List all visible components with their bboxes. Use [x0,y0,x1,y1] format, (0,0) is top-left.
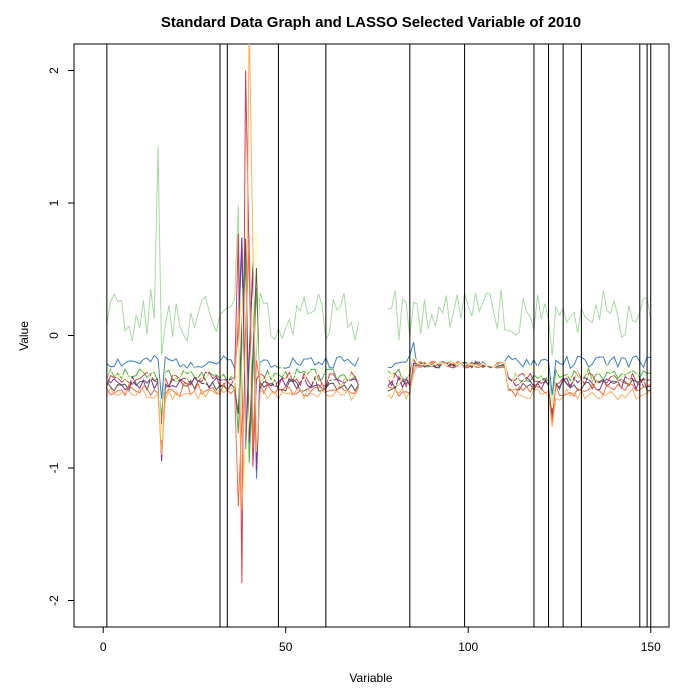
y-tick-label: 0 [47,332,61,339]
series-line [106,258,651,463]
chart-title: Standard Data Graph and LASSO Selected V… [161,14,581,31]
series-line [106,237,651,471]
series-line [106,44,651,511]
series-line [106,238,651,443]
x-tick-label: 0 [100,640,107,654]
plot-frame [73,43,670,628]
y-tick-label: 1 [47,199,61,206]
x-tick-label: 100 [458,640,478,654]
y-tick-label: 2 [47,67,61,74]
series-line [106,249,651,479]
series-line [106,244,651,507]
y-tick-label: -2 [47,595,61,606]
series-line [106,70,651,584]
y-axis-label: Value [17,321,31,351]
x-tick-label: 150 [641,640,661,654]
series-line [106,229,652,492]
x-tick-label: 50 [279,640,293,654]
y-tick-label: -1 [47,462,61,473]
series-line [106,145,652,439]
x-axis-label: Variable [349,671,392,685]
